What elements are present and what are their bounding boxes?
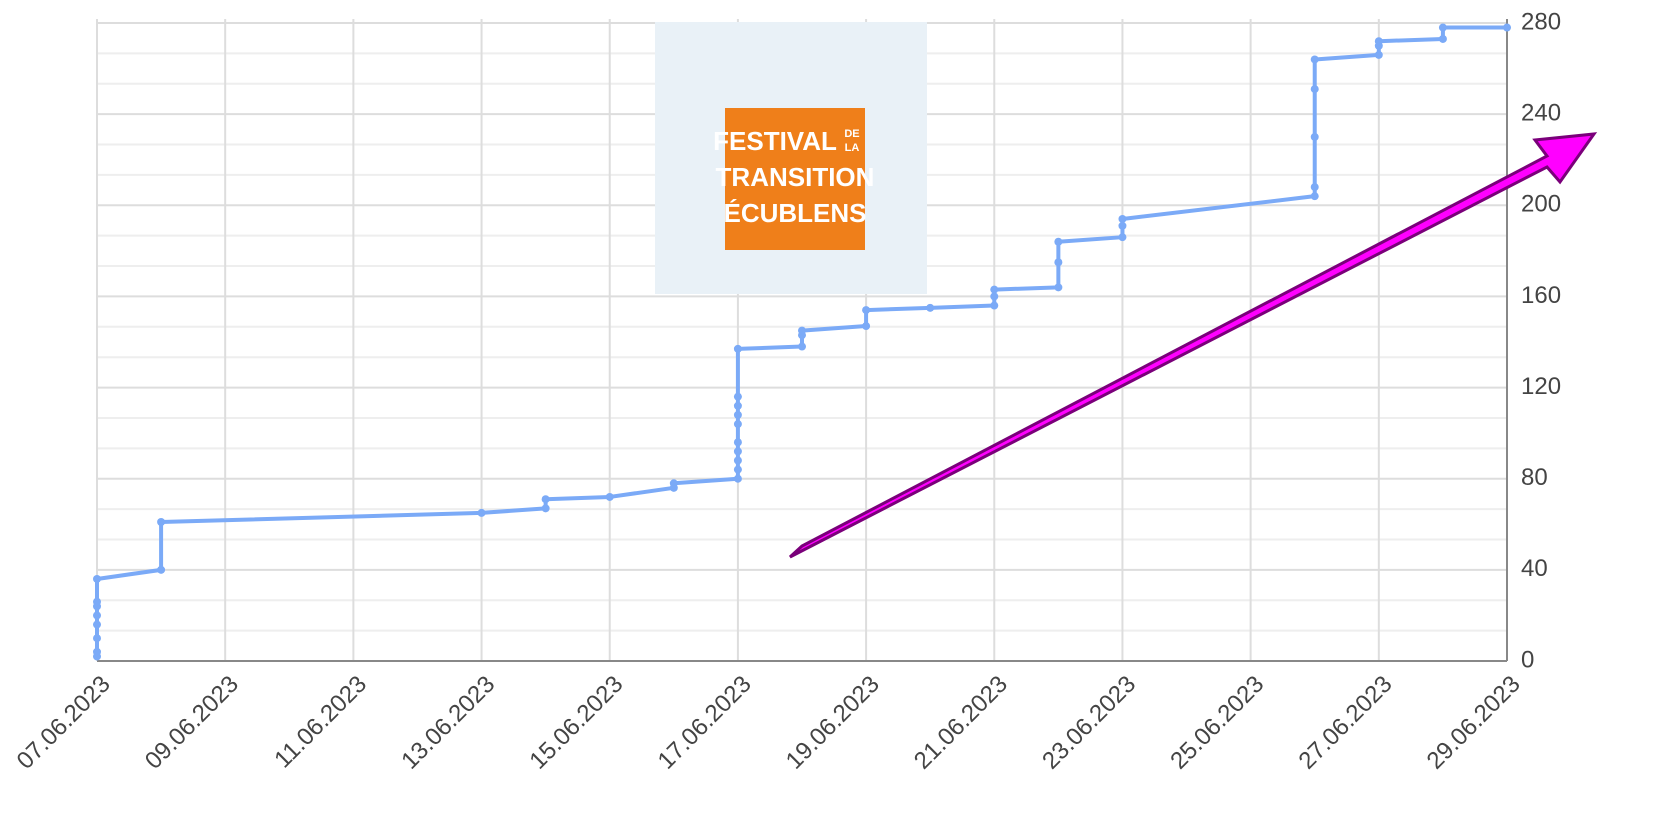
point xyxy=(1375,37,1383,45)
point xyxy=(93,598,101,606)
point xyxy=(93,621,101,629)
point xyxy=(1118,215,1126,223)
point xyxy=(1311,133,1319,141)
x-tick-label: 17.06.2023 xyxy=(653,671,757,775)
point xyxy=(670,479,678,487)
point xyxy=(990,286,998,294)
point xyxy=(734,345,742,353)
logo-text: LA xyxy=(845,142,860,154)
x-tick-label: 07.06.2023 xyxy=(12,671,116,775)
point xyxy=(734,438,742,446)
y-tick-label: 80 xyxy=(1521,464,1548,491)
point xyxy=(1054,283,1062,291)
logo: FESTIVAL DE LA TRANSITION ÉCUBLENS xyxy=(655,22,927,294)
point xyxy=(862,322,870,330)
point xyxy=(478,509,486,517)
x-tick-label: 29.06.2023 xyxy=(1422,671,1526,775)
point xyxy=(1439,24,1447,32)
point xyxy=(1118,233,1126,241)
point xyxy=(1054,238,1062,246)
point xyxy=(734,420,742,428)
point xyxy=(93,575,101,583)
x-tick-label: 25.06.2023 xyxy=(1165,671,1269,775)
y-tick-label: 40 xyxy=(1521,555,1548,582)
point xyxy=(1503,24,1511,32)
point xyxy=(93,648,101,656)
x-tick-label: 15.06.2023 xyxy=(524,671,628,775)
logo-text: ÉCUBLENS xyxy=(723,198,866,228)
logo-text: TRANSITION xyxy=(716,162,875,192)
y-tick-label: 280 xyxy=(1521,8,1561,35)
point xyxy=(1054,258,1062,266)
point xyxy=(734,447,742,455)
x-tick-label: 09.06.2023 xyxy=(140,671,244,775)
point xyxy=(798,343,806,351)
point xyxy=(734,402,742,410)
y-tick-label: 120 xyxy=(1521,373,1561,400)
point xyxy=(990,302,998,310)
point xyxy=(990,292,998,300)
point xyxy=(542,504,550,512)
point xyxy=(1375,51,1383,59)
point xyxy=(798,327,806,335)
point xyxy=(93,611,101,619)
x-tick-label: 21.06.2023 xyxy=(909,671,1013,775)
x-tick-label: 19.06.2023 xyxy=(781,671,885,775)
point xyxy=(1118,222,1126,230)
y-tick-label: 240 xyxy=(1521,99,1561,126)
point xyxy=(1439,35,1447,43)
x-tick-label: 11.06.2023 xyxy=(269,671,372,774)
point xyxy=(926,304,934,312)
logo-text: FESTIVAL xyxy=(713,126,837,156)
point xyxy=(734,456,742,464)
logo-text: DE xyxy=(844,128,859,140)
point xyxy=(734,475,742,483)
point xyxy=(862,306,870,314)
point xyxy=(734,466,742,474)
point xyxy=(542,495,550,503)
point xyxy=(1311,183,1319,191)
chart: FESTIVAL DE LA TRANSITION ÉCUBLENS 0 40 80… xyxy=(0,0,1680,837)
point xyxy=(93,634,101,642)
x-tick-label: 23.06.2023 xyxy=(1037,671,1141,775)
x-tick-label: 13.06.2023 xyxy=(396,671,500,775)
point xyxy=(157,566,165,574)
point xyxy=(734,411,742,419)
point xyxy=(1311,55,1319,63)
point xyxy=(1311,192,1319,200)
y-tick-label: 200 xyxy=(1521,191,1561,218)
point xyxy=(157,518,165,526)
x-tick-label: 27.06.2023 xyxy=(1294,671,1398,775)
y-tick-label: 160 xyxy=(1521,282,1561,309)
point xyxy=(734,393,742,401)
y-tick-label: 0 xyxy=(1521,646,1534,673)
point xyxy=(606,493,614,501)
point xyxy=(1311,85,1319,93)
